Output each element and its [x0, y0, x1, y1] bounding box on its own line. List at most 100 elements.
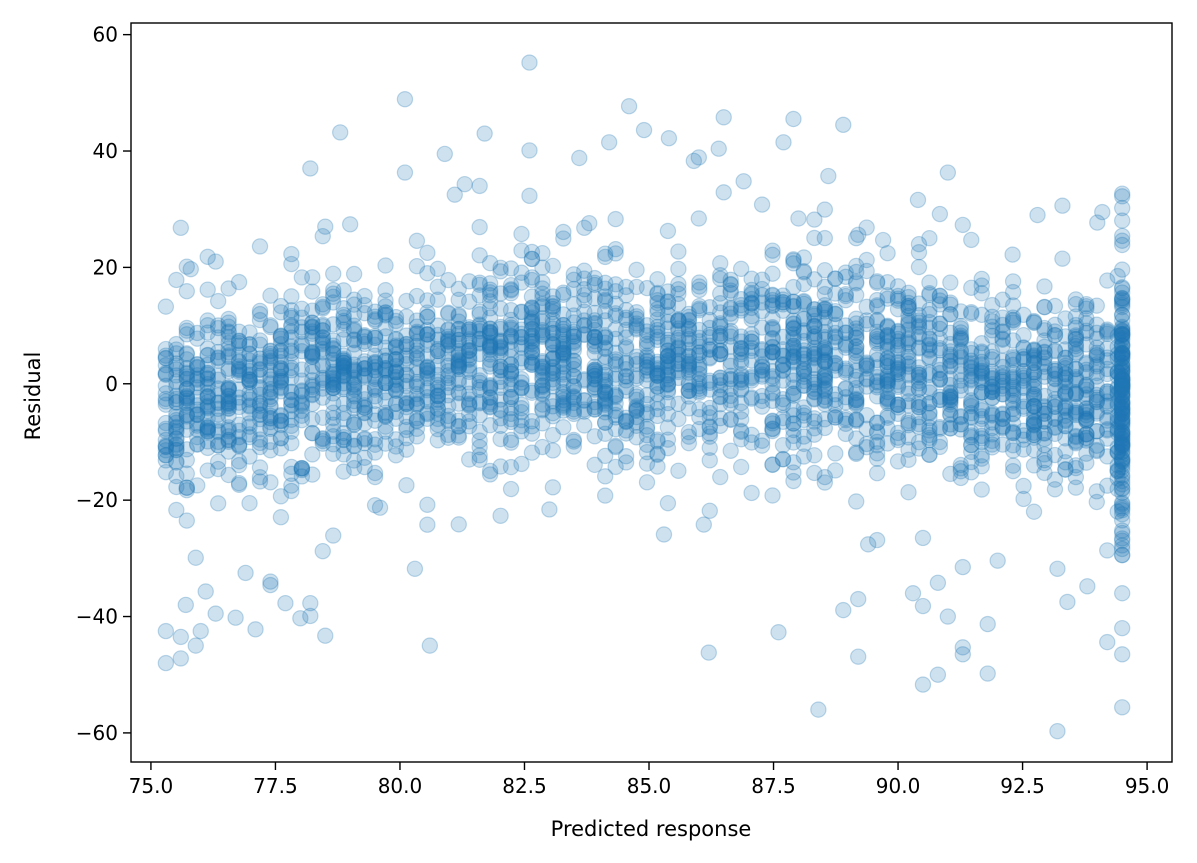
data-point [419, 336, 436, 353]
data-point [502, 431, 520, 449]
data-point [620, 98, 638, 115]
data-point [241, 324, 258, 341]
data-point [795, 372, 813, 390]
data-point [691, 420, 708, 438]
data-point [952, 329, 970, 346]
data-point [576, 219, 593, 237]
data-point [471, 177, 488, 195]
data-point [848, 393, 865, 411]
data-point [1025, 314, 1043, 331]
data-point [816, 353, 834, 370]
data-point [345, 459, 363, 477]
data-point [889, 399, 907, 416]
data-point [230, 332, 248, 350]
data-point [1015, 339, 1032, 356]
data-point [858, 371, 875, 388]
data-point [983, 369, 1001, 387]
data-point [440, 333, 457, 350]
data-point [377, 360, 394, 377]
data-point [220, 422, 237, 440]
data-point [879, 353, 896, 370]
data-point [785, 421, 802, 439]
data-point [596, 327, 614, 344]
data-point [1004, 457, 1022, 474]
data-point [994, 309, 1011, 326]
data-point [848, 273, 865, 291]
data-point [523, 335, 541, 353]
data-point [816, 344, 834, 362]
data-point [345, 369, 363, 386]
data-point [502, 480, 520, 498]
data-point [1057, 365, 1074, 382]
data-point [304, 343, 321, 361]
data-point [596, 425, 614, 443]
data-point [544, 257, 562, 275]
data-point [302, 160, 319, 177]
data-point [806, 420, 823, 437]
data-point [199, 281, 216, 298]
data-point [659, 359, 677, 376]
data-point [963, 355, 980, 372]
data-point [492, 332, 509, 349]
data-point [555, 388, 572, 406]
data-point [785, 293, 802, 311]
data-point [827, 462, 844, 479]
data-point [565, 338, 583, 355]
data-point [1113, 502, 1131, 519]
data-point [680, 434, 698, 452]
data-point [910, 319, 928, 336]
data-point [251, 336, 269, 353]
data-point [586, 401, 603, 418]
data-point [523, 349, 541, 366]
data-point [942, 405, 959, 423]
data-point [1109, 470, 1126, 487]
data-point [1057, 349, 1074, 367]
data-point [806, 318, 823, 335]
data-point [314, 298, 331, 316]
data-point [628, 370, 645, 387]
data-point [596, 293, 614, 310]
data-point [481, 320, 499, 337]
data-point [607, 402, 624, 420]
data-point [544, 365, 562, 382]
data-point [283, 288, 300, 305]
data-point [157, 447, 175, 464]
data-point [743, 333, 760, 350]
data-point [220, 399, 237, 417]
data-point [272, 488, 290, 505]
data-point [649, 458, 666, 475]
data-point [262, 383, 279, 401]
data-point [753, 366, 771, 383]
data-point [806, 330, 823, 348]
data-point [209, 437, 227, 454]
data-point [1113, 384, 1131, 402]
data-point [712, 468, 729, 486]
data-point [659, 376, 677, 394]
data-point [1078, 354, 1095, 371]
data-point [1109, 394, 1126, 412]
data-point [481, 281, 499, 298]
data-point [628, 315, 645, 332]
data-point [835, 116, 852, 134]
data-point [701, 418, 718, 435]
data-point [377, 257, 394, 274]
data-point [712, 410, 729, 427]
data-point [209, 422, 227, 439]
data-point [157, 463, 175, 481]
data-point [492, 391, 509, 408]
data-point [858, 435, 875, 453]
data-point [889, 396, 907, 414]
data-point [1046, 297, 1064, 315]
data-point [827, 357, 844, 374]
data-point [502, 285, 520, 302]
data-point [1099, 477, 1116, 494]
data-point [230, 352, 248, 370]
data-point [157, 396, 175, 413]
data-point [293, 361, 311, 378]
data-point [325, 527, 342, 544]
data-point [1046, 419, 1064, 436]
data-point [914, 676, 932, 693]
data-point [1078, 412, 1095, 430]
data-point [1057, 357, 1074, 375]
data-point [659, 364, 677, 382]
